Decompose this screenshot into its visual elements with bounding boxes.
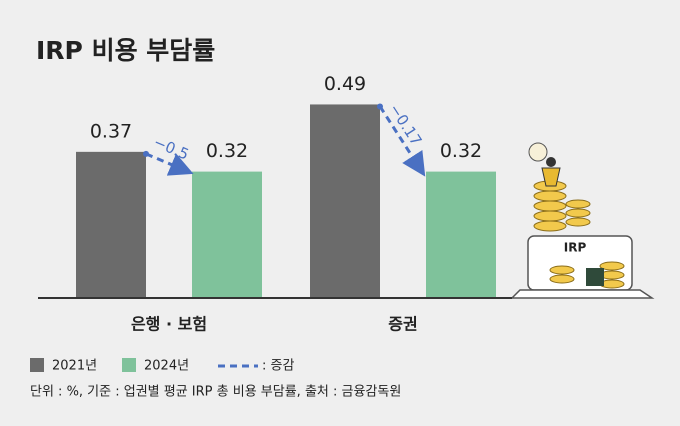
legend-swatch [30, 358, 44, 372]
change-arrow [145, 152, 194, 176]
legend-swatch [122, 358, 136, 372]
value-label: 0.49 [324, 73, 366, 95]
bar [310, 104, 380, 298]
illustration: IRP [510, 142, 655, 299]
legend: 2021년 2024년 : 증감 [30, 358, 294, 374]
legend-label: 2021년 [52, 359, 97, 374]
value-label: 0.37 [90, 120, 132, 142]
value-label: 0.32 [206, 140, 248, 162]
value-label: 0.32 [440, 140, 482, 162]
bar [192, 171, 262, 298]
legend-change-label: : 증감 [262, 359, 294, 374]
legend-label: 2024년 [144, 359, 189, 374]
bar [426, 171, 496, 298]
footnote: 단위 : %, 기준 : 업권별 평균 IRP 총 비용 부담률, 출처 : 금… [30, 385, 401, 400]
x-tick-label: 증권 [388, 315, 417, 334]
change-arrow [378, 105, 426, 177]
chart-title: IRP 비용 부담률 [36, 36, 215, 65]
illustration-label: IRP [564, 241, 587, 255]
x-tick-label: 은행 · 보험 [131, 315, 207, 334]
bar [76, 151, 146, 298]
